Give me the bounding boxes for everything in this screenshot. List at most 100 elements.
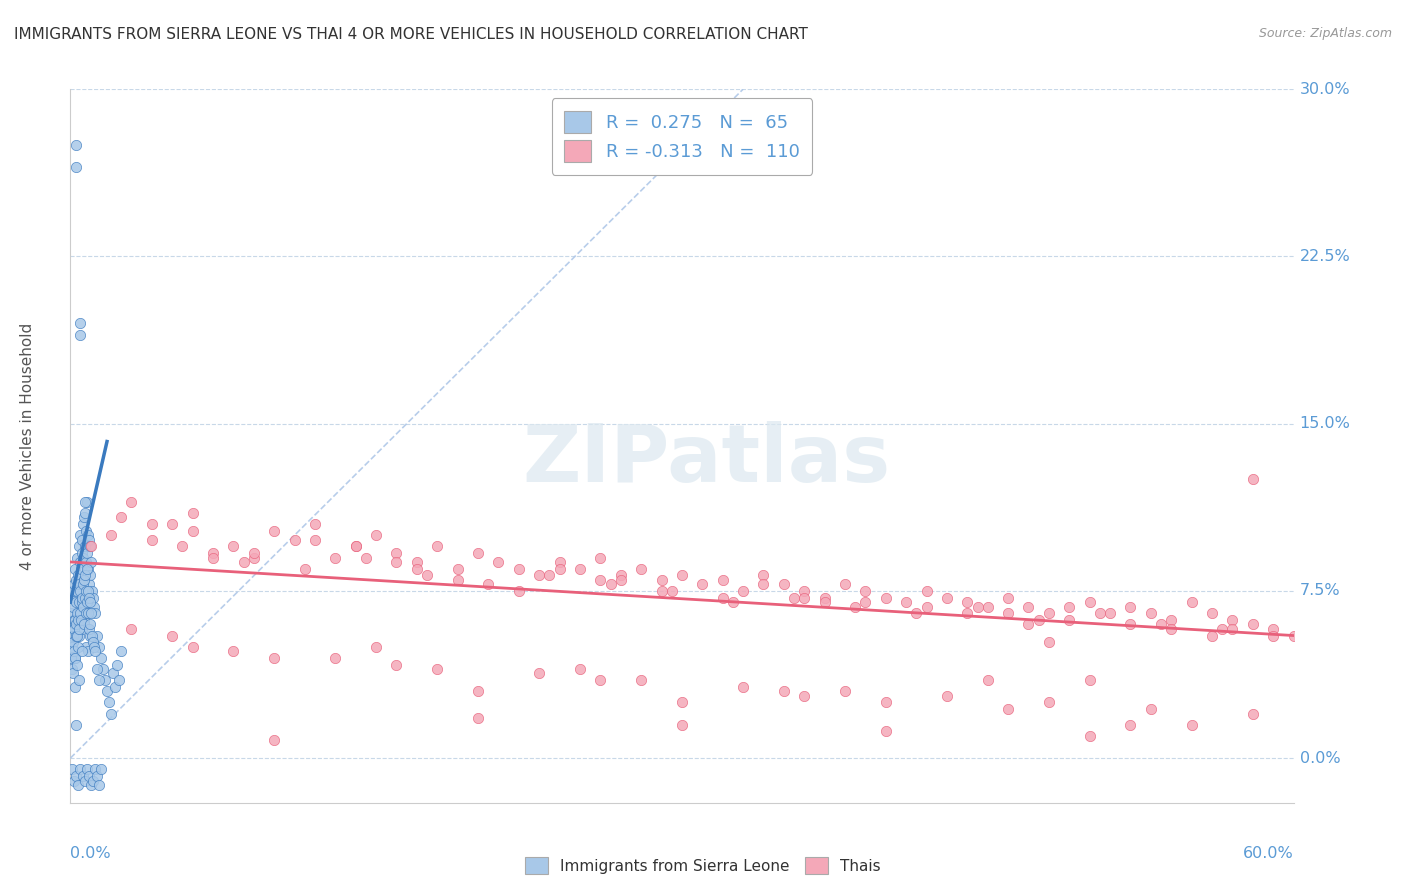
Point	[65, 651, 87, 665]
Point	[67, 778, 90, 792]
Point	[630, 562, 652, 576]
Point	[82, 591, 104, 605]
Point	[73, 591, 96, 605]
Point	[77, 622, 100, 636]
Point	[1139, 607, 1161, 621]
Point	[66, 583, 89, 598]
Point	[70, 622, 93, 636]
Point	[75, 640, 97, 654]
Point	[1282, 628, 1305, 642]
Point	[263, 733, 285, 747]
Point	[63, 613, 86, 627]
Point	[426, 662, 449, 676]
Point	[1160, 622, 1182, 636]
Point	[72, 573, 94, 587]
Point	[70, 595, 93, 609]
Point	[1160, 613, 1182, 627]
Point	[752, 577, 775, 591]
Point	[447, 573, 470, 587]
Point	[1078, 595, 1101, 609]
Point	[162, 516, 183, 531]
Point	[76, 546, 98, 560]
Point	[304, 516, 326, 531]
Point	[73, 573, 96, 587]
Point	[69, 607, 91, 621]
Point	[108, 673, 131, 687]
Point	[75, 524, 97, 538]
Point	[110, 644, 132, 658]
Point	[65, 161, 87, 175]
Point	[73, 506, 96, 520]
Point	[671, 696, 693, 710]
Point	[62, 635, 84, 649]
Point	[344, 539, 367, 553]
Point	[76, 762, 98, 776]
Point	[1181, 595, 1204, 609]
Point	[83, 644, 105, 658]
Point	[1150, 617, 1173, 632]
Point	[63, 613, 86, 627]
Point	[997, 702, 1019, 716]
Point	[69, 528, 91, 542]
Point	[323, 550, 347, 565]
Point	[202, 546, 225, 560]
Point	[83, 607, 105, 621]
Point	[599, 577, 621, 591]
Point	[548, 555, 571, 569]
Point	[76, 583, 98, 598]
Point	[87, 778, 110, 792]
Point	[956, 595, 979, 609]
Text: 0.0%: 0.0%	[70, 846, 111, 861]
Point	[70, 562, 93, 576]
Point	[1139, 702, 1161, 716]
Point	[67, 568, 90, 582]
Point	[90, 762, 112, 776]
Point	[936, 689, 959, 703]
Point	[66, 550, 89, 565]
Point	[73, 617, 96, 632]
Point	[66, 657, 89, 672]
Point	[284, 533, 307, 547]
Point	[568, 562, 592, 576]
Point	[66, 607, 89, 621]
Point	[75, 583, 97, 598]
Point	[87, 640, 110, 654]
Point	[73, 539, 96, 553]
Point	[232, 555, 254, 569]
Point	[783, 591, 806, 605]
Point	[77, 577, 100, 591]
Point	[1211, 622, 1233, 636]
Point	[86, 662, 108, 676]
Point	[69, 327, 91, 342]
Point	[73, 568, 96, 582]
Text: 4 or more Vehicles in Household: 4 or more Vehicles in Household	[20, 322, 35, 570]
Point	[997, 607, 1019, 621]
Point	[1038, 607, 1060, 621]
Point	[94, 673, 117, 687]
Point	[100, 528, 122, 542]
Point	[72, 769, 94, 783]
Point	[79, 617, 101, 632]
Point	[976, 673, 998, 687]
Point	[63, 644, 86, 658]
Point	[1241, 706, 1264, 721]
Point	[82, 635, 104, 649]
Point	[77, 769, 100, 783]
Point	[65, 769, 87, 783]
Point	[202, 550, 225, 565]
Point	[79, 607, 103, 621]
Point	[73, 773, 96, 788]
Point	[855, 583, 877, 598]
Point	[243, 546, 266, 560]
Point	[385, 546, 408, 560]
Point	[711, 591, 734, 605]
Point	[73, 494, 96, 508]
Text: 22.5%: 22.5%	[1299, 249, 1350, 264]
Point	[385, 555, 408, 569]
Point	[1241, 617, 1264, 632]
Point	[793, 591, 815, 605]
Point	[65, 628, 87, 642]
Point	[98, 696, 121, 710]
Point	[529, 568, 551, 582]
Point	[65, 595, 87, 609]
